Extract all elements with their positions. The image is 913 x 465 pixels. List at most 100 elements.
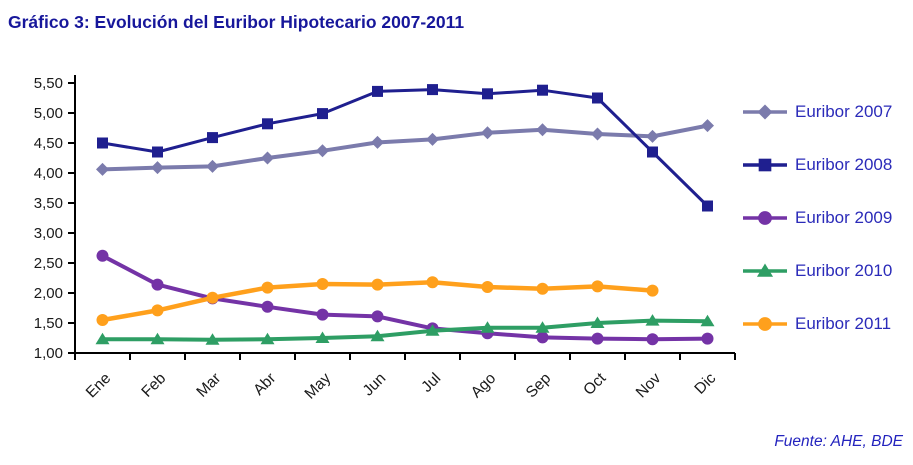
y-axis-label: 2,00 — [34, 285, 63, 302]
triangle-marker — [480, 321, 495, 333]
legend-item-euribor-2008: Euribor 2008 — [742, 152, 912, 178]
series-line — [100, 318, 710, 342]
diamond-marker — [757, 104, 773, 120]
circle-marker — [536, 331, 549, 344]
circle-marker — [371, 310, 384, 323]
legend-item-label: Euribor 2011 — [795, 314, 892, 333]
series-line — [101, 88, 709, 208]
square-marker — [702, 200, 713, 212]
y-axis-label: 2,50 — [34, 255, 63, 272]
diamond-marker — [536, 123, 549, 137]
circle-marker — [536, 282, 549, 295]
circle-marker — [426, 276, 439, 289]
legend-swatch — [743, 263, 787, 277]
diamond-marker — [646, 129, 659, 143]
circle-marker — [206, 291, 219, 304]
circle-marker — [591, 280, 604, 293]
y-axis-label: 3,00 — [34, 225, 63, 242]
triangle-marker — [370, 329, 385, 342]
circle-marker — [96, 249, 109, 262]
diamond-marker — [316, 144, 329, 158]
series-euribor-2008 — [97, 84, 713, 212]
circle-marker — [261, 281, 274, 294]
chart-title: Gráfico 3: Evolución del Euribor Hipotec… — [8, 12, 465, 32]
circle-marker — [316, 278, 329, 290]
circle-marker — [481, 281, 494, 293]
series-euribor-2009 — [96, 249, 714, 346]
square-marker — [262, 118, 273, 130]
circle-marker — [151, 278, 164, 291]
legend-swatch — [743, 104, 787, 120]
diamond-marker — [96, 162, 109, 176]
series-euribor-2010 — [95, 314, 715, 345]
legend-swatch — [743, 158, 787, 172]
legend-item-label: Euribor 2007 — [795, 102, 893, 121]
circle-marker — [701, 332, 714, 345]
series-line — [100, 253, 710, 342]
circle-marker — [758, 211, 772, 225]
y-axis-label: 4,00 — [34, 165, 63, 182]
circle-marker — [96, 314, 109, 326]
legend-item-label: Euribor 2008 — [795, 155, 893, 174]
x-axis-label: Ago — [468, 370, 500, 402]
square-marker — [152, 146, 163, 158]
diamond-marker — [261, 151, 274, 165]
x-axis-label: Dic — [691, 370, 719, 398]
square-marker — [317, 108, 328, 120]
legend-item-label: Euribor 2009 — [795, 208, 893, 227]
x-axis-label: May — [302, 370, 335, 403]
diamond-marker — [591, 127, 604, 141]
x-axis-label: Sep — [523, 370, 555, 402]
x-axis-label: Nov — [633, 370, 665, 402]
triangle-marker — [150, 332, 165, 345]
triangle-marker — [315, 331, 330, 343]
diamond-marker — [151, 161, 164, 175]
diamond-marker — [481, 126, 494, 140]
square-marker — [592, 92, 603, 104]
circle-marker — [591, 332, 604, 345]
series-line — [100, 123, 710, 172]
axis-lines — [74, 75, 735, 354]
square-marker — [427, 84, 438, 96]
circle-marker — [646, 333, 659, 346]
triangle-marker — [535, 321, 550, 333]
circle-marker — [758, 317, 772, 331]
y-axis-label: 1,00 — [34, 345, 63, 362]
square-marker — [758, 158, 772, 172]
circle-marker — [371, 278, 384, 291]
square-marker — [97, 137, 108, 149]
legend-swatch — [743, 317, 787, 331]
diamond-marker — [371, 135, 384, 149]
square-marker — [537, 84, 548, 96]
chart-legend: Euribor 2007 Euribor 2008 Euribor 2009 Euri… — [742, 99, 912, 337]
diamond-marker — [206, 159, 219, 173]
source-note: Fuente: AHE, BDE — [774, 433, 903, 450]
series-euribor-2011 — [96, 276, 659, 326]
x-axis-label: Oct — [580, 369, 610, 399]
triangle-marker — [95, 332, 110, 345]
y-axis-label: 5,50 — [34, 75, 63, 92]
triangle-marker — [756, 263, 774, 277]
triangle-marker — [205, 333, 220, 345]
legend-item-euribor-2007: Euribor 2007 — [742, 99, 912, 125]
x-axis-label: Mar — [193, 370, 224, 401]
triangle-marker — [645, 314, 660, 326]
y-axis-label: 3,50 — [34, 195, 63, 212]
x-axis-label: Jun — [360, 370, 390, 400]
diamond-marker — [701, 119, 714, 133]
x-axis-label: Abr — [250, 370, 279, 399]
triangle-marker — [260, 332, 275, 345]
legend-item-euribor-2010: Euribor 2010 — [742, 258, 912, 284]
triangle-marker — [590, 316, 605, 328]
legend-swatch — [743, 211, 787, 225]
circle-marker — [151, 304, 164, 317]
series-euribor-2007 — [96, 119, 714, 176]
circle-marker — [316, 308, 329, 321]
circle-marker — [646, 284, 659, 297]
square-marker — [372, 85, 383, 97]
y-axis-label: 4,50 — [34, 135, 63, 152]
square-marker — [482, 88, 493, 100]
x-axis-label: Feb — [138, 370, 169, 401]
